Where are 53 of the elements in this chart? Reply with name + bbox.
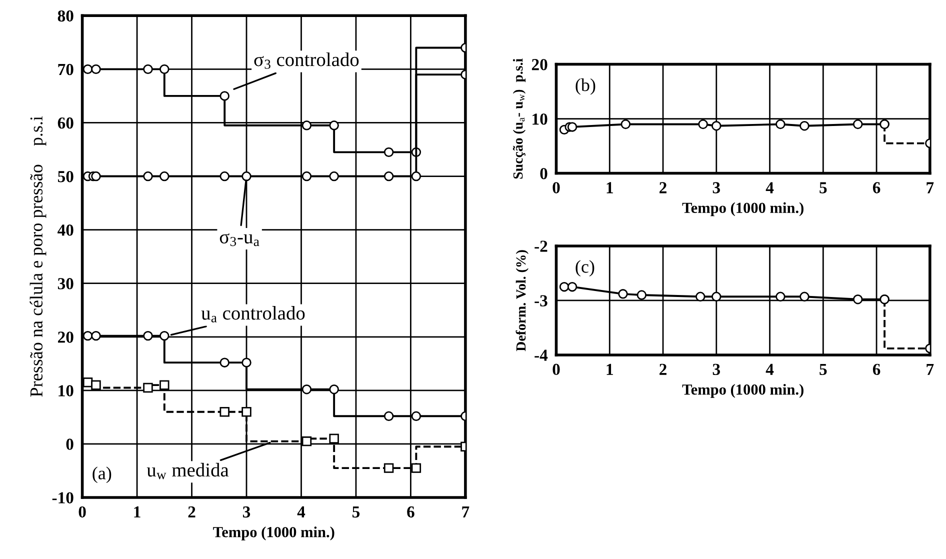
y-tick-label: 80: [58, 10, 74, 22]
x-tick-label: 2: [188, 506, 196, 518]
annotation: u$_{a}$ controlado: [201, 306, 305, 322]
x-tick-label: 7: [462, 506, 470, 518]
y-tick-label: 50: [58, 170, 74, 182]
x-tick-label: 1: [134, 506, 140, 518]
x-tick-label: 1: [606, 364, 613, 375]
y-tick-label: 30: [58, 278, 74, 290]
x-axis-title: Tempo (1000 min.): [682, 202, 804, 216]
y-axis-title: Deform. Vol. (%): [516, 250, 528, 352]
x-tick-label: 6: [407, 506, 414, 518]
annotation: (b): [576, 78, 596, 95]
x-axis-title: Tempo (1000 min.): [213, 526, 334, 540]
x-tick-label: 3: [712, 364, 720, 376]
x-tick-label: 5: [820, 364, 827, 376]
annotation: (c): [576, 260, 594, 276]
annotation: (a): [92, 466, 112, 484]
x-tick-label: 4: [297, 506, 306, 518]
x-tick-label: 6: [872, 364, 880, 376]
x-tick-label: 5: [820, 182, 827, 194]
y-tick-label: 70: [58, 64, 74, 76]
x-tick-label: 3: [242, 506, 250, 518]
x-tick-label: 5: [352, 506, 360, 518]
y-tick-label: 20: [58, 332, 74, 343]
x-tick-label: 3: [712, 182, 720, 194]
x-axis-title: Tempo (1000 min.): [682, 384, 804, 398]
y-tick-label: 60: [58, 117, 74, 129]
y-tick-label: 10: [58, 385, 74, 396]
y-axis-title: Sucção (u$_{a}$- u$_{w}$) p.s.i: [512, 58, 526, 179]
y-tick-label: 10: [532, 113, 548, 125]
annotation: u$_{w}$ medida: [146, 462, 229, 480]
y-tick-label: -3: [534, 295, 548, 306]
y-tick-label: -10: [52, 492, 74, 504]
x-tick-label: 7: [926, 364, 934, 375]
x-tick-label: 7: [926, 182, 934, 194]
y-tick-label: 40: [58, 224, 74, 236]
annotation: σ$_{3}$ controlado: [254, 52, 359, 69]
y-tick-label: 0: [540, 168, 548, 180]
y-tick-label: 0: [66, 438, 74, 450]
x-tick-label: 2: [660, 364, 666, 375]
x-tick-label: 2: [660, 182, 666, 194]
x-tick-label: 4: [766, 182, 774, 194]
y-tick-label: -2: [534, 240, 548, 252]
y-tick-label: 20: [532, 58, 548, 70]
x-tick-label: 0: [552, 182, 560, 194]
y-tick-label: -4: [534, 350, 548, 361]
x-tick-label: 0: [552, 364, 560, 376]
x-tick-label: 6: [872, 182, 880, 194]
x-tick-label: 1: [606, 182, 613, 194]
y-axis-title: Pressão na célula e poro pressão p.s.i: [30, 116, 46, 397]
x-tick-label: 4: [766, 364, 774, 375]
annotation: σ$_{3}$-u$_{a}$: [220, 233, 260, 246]
x-tick-label: 0: [78, 506, 86, 518]
